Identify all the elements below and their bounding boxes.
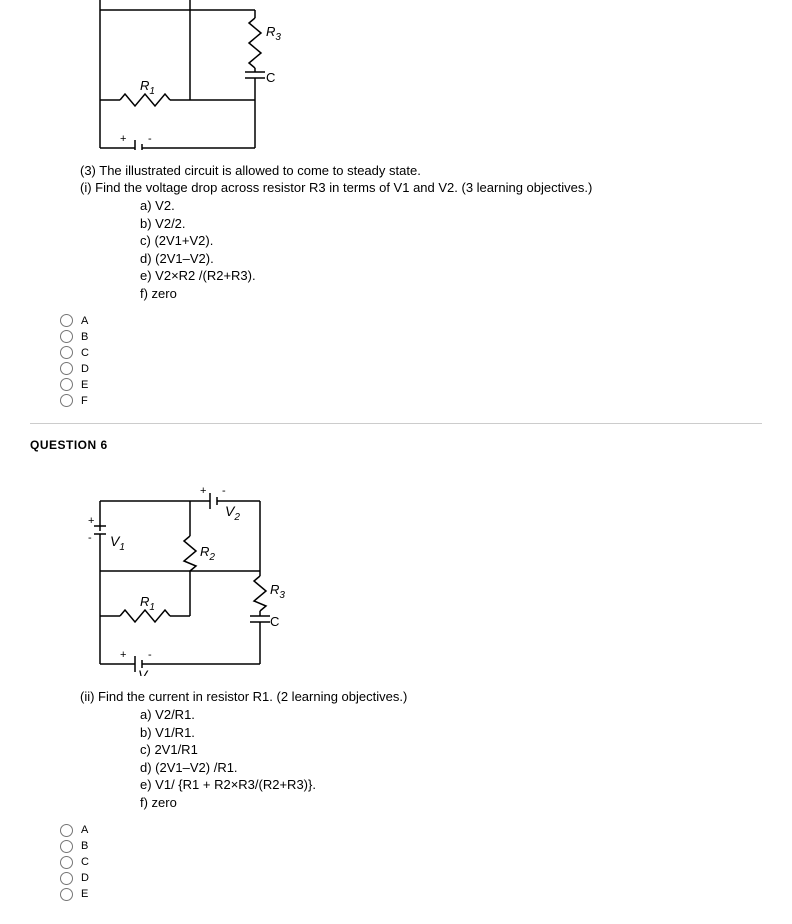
radio-q5-b[interactable] <box>60 330 73 343</box>
question-5-answers: A B C D E F <box>60 314 762 407</box>
option-e: e) V1/ {R1 + R2×R3/(R2+R3)}. <box>140 776 762 794</box>
circuit-diagram-top: R1 R3 C + - V1 <box>80 0 762 153</box>
option-a: a) V2. <box>140 197 762 215</box>
radio-label-e: E <box>81 888 88 900</box>
circuit-diagram-q6: + - V2 + - V1 R2 R1 R3 C + - V1 <box>80 466 762 679</box>
svg-text:C: C <box>270 614 279 629</box>
radio-label-c: C <box>81 856 89 868</box>
svg-text:+: + <box>88 515 94 527</box>
option-c: c) 2V1/R1 <box>140 741 762 759</box>
radio-q6-d[interactable] <box>60 872 73 885</box>
question-6-body: (ii) Find the current in resistor R1. (2… <box>80 689 762 811</box>
option-c: c) (2V1+V2). <box>140 232 762 250</box>
radio-q5-e[interactable] <box>60 378 73 391</box>
svg-text:-: - <box>148 649 152 661</box>
radio-label-a: A <box>81 315 88 327</box>
radio-q5-f[interactable] <box>60 394 73 407</box>
svg-text:+: + <box>120 649 126 661</box>
radio-label-c: C <box>81 347 89 359</box>
radio-label-d: D <box>81 872 89 884</box>
radio-label-e: E <box>81 379 88 391</box>
option-a: a) V2/R1. <box>140 706 762 724</box>
svg-text:V1: V1 <box>138 667 153 676</box>
question-5-stem-1: (3) The illustrated circuit is allowed t… <box>80 163 762 178</box>
option-b: b) V1/R1. <box>140 724 762 742</box>
svg-text:R1: R1 <box>140 78 155 97</box>
radio-label-b: B <box>81 840 88 852</box>
svg-text:R1: R1 <box>140 594 155 613</box>
option-f: f) zero <box>140 794 762 812</box>
radio-q5-a[interactable] <box>60 314 73 327</box>
question-6-stem: (ii) Find the current in resistor R1. (2… <box>80 689 762 704</box>
question-5-stem-2: (i) Find the voltage drop across resisto… <box>80 180 762 195</box>
radio-q6-b[interactable] <box>60 840 73 853</box>
radio-label-f: F <box>81 395 88 407</box>
radio-q6-c[interactable] <box>60 856 73 869</box>
radio-q5-d[interactable] <box>60 362 73 375</box>
radio-label-a: A <box>81 824 88 836</box>
svg-text:V1: V1 <box>110 533 125 553</box>
radio-q6-a[interactable] <box>60 824 73 837</box>
svg-text:C: C <box>266 70 275 85</box>
question-6-header: QUESTION 6 <box>30 438 762 452</box>
radio-label-d: D <box>81 363 89 375</box>
option-f: f) zero <box>140 285 762 303</box>
option-b: b) V2/2. <box>140 215 762 233</box>
svg-text:-: - <box>222 485 226 497</box>
question-5-body: (3) The illustrated circuit is allowed t… <box>80 163 762 302</box>
svg-text:R3: R3 <box>270 582 285 601</box>
radio-q5-c[interactable] <box>60 346 73 359</box>
svg-text:-: - <box>148 133 152 145</box>
question-6-answers: A B C D E <box>60 824 762 901</box>
svg-text:R3: R3 <box>266 24 281 43</box>
svg-text:R2: R2 <box>200 544 215 563</box>
option-e: e) V2×R2 /(R2+R3). <box>140 267 762 285</box>
radio-q6-e[interactable] <box>60 888 73 901</box>
svg-text:V2: V2 <box>225 503 240 523</box>
svg-text:+: + <box>120 133 126 145</box>
option-d: d) (2V1–V2) /R1. <box>140 759 762 777</box>
svg-text:-: - <box>88 532 92 544</box>
divider <box>30 423 762 424</box>
svg-text:+: + <box>200 485 206 497</box>
option-d: d) (2V1–V2). <box>140 250 762 268</box>
radio-label-b: B <box>81 331 88 343</box>
